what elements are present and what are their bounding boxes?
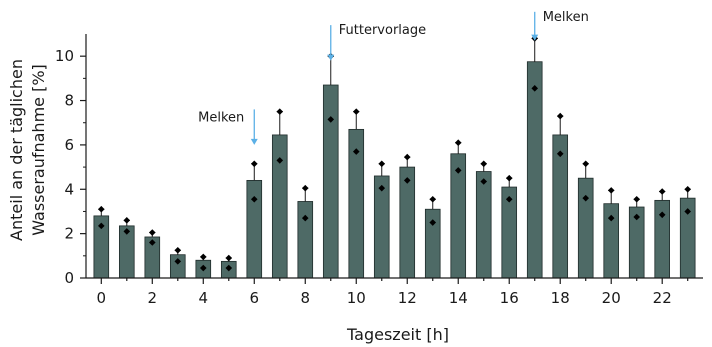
data-point-low-hour-17 — [531, 85, 539, 92]
data-point-low-hour-6 — [250, 195, 258, 203]
x-tick-label-14: 14 — [449, 289, 468, 307]
data-point-high-hour-10 — [352, 108, 360, 115]
bar-hour-12 — [399, 166, 416, 279]
annotation-label-1: Futtervorlage — [339, 23, 426, 38]
data-point-high-hour-18 — [556, 112, 564, 120]
data-point-high-hour-8 — [301, 184, 309, 192]
data-point-low-hour-14 — [454, 167, 462, 174]
data-point-low-hour-15 — [480, 178, 488, 185]
data-point-high-hour-13 — [429, 195, 437, 203]
data-point-low-hour-9 — [327, 116, 335, 123]
data-point-low-hour-10 — [352, 148, 360, 155]
data-point-low-hour-11 — [378, 184, 386, 192]
x-tick-label-12: 12 — [398, 289, 417, 307]
y-tick-label-4: 4 — [64, 180, 74, 198]
data-point-low-hour-3 — [174, 258, 182, 265]
x-tick-label-0: 0 — [97, 289, 107, 307]
data-point-low-hour-23 — [684, 208, 692, 215]
bar-hour-7 — [271, 134, 288, 279]
x-tick-label-2: 2 — [148, 289, 158, 307]
y-tick-label-0: 0 — [64, 269, 74, 287]
plot-area: 0 2 4 6 8 10 0 2 4 6 8 10 12 14 16 18 20 22 Melken Futtervo… — [55, 10, 703, 307]
x-tick-label-8: 8 — [300, 289, 310, 307]
bar-hour-15 — [475, 171, 492, 279]
data-point-low-hour-20 — [607, 214, 615, 222]
data-point-high-hour-21 — [633, 195, 641, 203]
data-point-high-hour-22 — [658, 188, 666, 195]
data-point-high-hour-3 — [174, 246, 182, 254]
data-point-high-hour-6 — [250, 160, 258, 168]
y-tick-label-10: 10 — [55, 47, 74, 65]
data-point-high-hour-19 — [582, 160, 590, 168]
bar-hour-19 — [577, 177, 594, 279]
x-tick-label-18: 18 — [551, 289, 570, 307]
y-axis-title-line-2: Wasseraufnahme [%] — [29, 64, 48, 236]
data-point-high-hour-2 — [148, 229, 156, 236]
annotation-label-2: Melken — [543, 10, 589, 25]
data-point-low-hour-2 — [148, 239, 156, 246]
data-point-high-hour-12 — [403, 153, 411, 161]
data-point-high-hour-20 — [607, 187, 615, 194]
data-point-high-hour-11 — [378, 160, 386, 168]
x-axis-title: Tageszeit [h] — [346, 325, 449, 344]
x-tick-label-10: 10 — [347, 289, 366, 307]
data-point-low-hour-7 — [276, 157, 284, 164]
data-point-low-hour-16 — [505, 195, 513, 203]
bar-hour-6 — [246, 179, 263, 279]
annotation-label-0: Melken — [198, 110, 244, 125]
data-point-low-hour-4 — [199, 264, 207, 272]
y-tick-label-2: 2 — [64, 225, 74, 243]
data-point-low-hour-8 — [301, 214, 309, 222]
data-point-high-hour-1 — [123, 217, 131, 224]
bar-hour-8 — [297, 201, 314, 279]
y-axis-title-line-1: Anteil an der täglichen — [7, 59, 26, 241]
bar-hour-9 — [322, 84, 339, 279]
data-point-high-hour-23 — [684, 185, 692, 193]
y-tick-label-8: 8 — [64, 92, 74, 110]
data-point-low-hour-22 — [658, 211, 666, 219]
bar-hour-17 — [526, 61, 543, 279]
data-point-low-hour-0 — [97, 222, 105, 230]
data-point-low-hour-19 — [582, 194, 590, 202]
x-tick-label-6: 6 — [249, 289, 259, 307]
data-point-low-hour-21 — [633, 213, 641, 221]
data-point-low-hour-18 — [556, 150, 564, 158]
data-point-low-hour-5 — [225, 264, 233, 272]
x-tick-label-16: 16 — [500, 289, 519, 307]
annotation-arrowhead-1 — [327, 54, 335, 61]
data-point-low-hour-12 — [403, 177, 411, 184]
data-point-high-hour-14 — [454, 139, 462, 146]
data-point-low-hour-1 — [123, 228, 131, 235]
data-point-low-hour-13 — [429, 219, 437, 226]
x-tick-label-4: 4 — [199, 289, 209, 307]
data-point-high-hour-15 — [480, 160, 488, 168]
annotation-arrowhead-2 — [531, 34, 539, 41]
data-point-high-hour-4 — [199, 253, 207, 261]
data-point-high-hour-0 — [97, 205, 105, 213]
data-point-high-hour-16 — [505, 174, 513, 182]
data-point-high-hour-5 — [225, 254, 233, 262]
x-tick-label-20: 20 — [602, 289, 621, 307]
annotation-arrowhead-0 — [250, 138, 258, 145]
data-point-high-hour-7 — [276, 108, 284, 115]
x-tick-label-22: 22 — [653, 289, 672, 307]
y-tick-label-6: 6 — [64, 136, 74, 154]
